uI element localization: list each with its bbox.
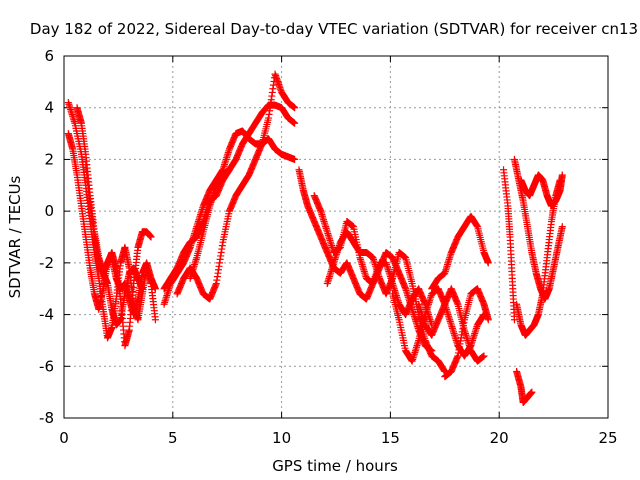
series-track-14 (428, 212, 492, 293)
data-point (480, 352, 488, 360)
data-point (291, 119, 299, 127)
grid (64, 56, 608, 418)
x-axis-label: GPS time / hours (272, 457, 398, 475)
y-tick-label: 6 (44, 47, 54, 65)
series-track-4 (82, 161, 146, 329)
y-tick-label: -2 (39, 254, 54, 272)
x-tick-label: 25 (598, 429, 617, 447)
y-tick-label: 2 (44, 150, 54, 168)
y-tick-label: -4 (39, 306, 54, 324)
x-tick-label: 15 (381, 429, 400, 447)
series-track-9 (295, 166, 436, 329)
data-point (225, 166, 233, 174)
y-tick-label: -8 (39, 409, 54, 427)
series-track-20 (513, 367, 536, 406)
series-track-6 (160, 101, 299, 293)
series-track-8 (186, 166, 233, 282)
series-track-11 (323, 228, 449, 375)
data-point (484, 259, 492, 267)
data-point (528, 388, 536, 396)
data-point (138, 285, 146, 293)
y-tick-label: 0 (44, 202, 54, 220)
data-point (558, 171, 566, 179)
y-tick-label: 4 (44, 99, 54, 117)
data-point (147, 233, 155, 241)
series-track-16 (500, 166, 518, 324)
series-track-2 (64, 130, 155, 350)
y-tick-label: -6 (39, 357, 54, 375)
x-tick-label: 5 (168, 429, 178, 447)
data-point (484, 316, 492, 324)
data-point (291, 104, 299, 112)
series-track-3 (73, 104, 159, 319)
x-tick-label: 0 (59, 429, 69, 447)
series-track-19 (517, 171, 566, 210)
series-track-15 (441, 285, 492, 381)
data-point (291, 155, 299, 163)
x-tick-label: 20 (490, 429, 509, 447)
y-axis-label: SDTVAR / TECUs (6, 175, 24, 298)
series-track-13 (415, 285, 488, 365)
x-tick-label: 10 (272, 429, 291, 447)
chart-title: Day 182 of 2022, Sidereal Day-to-day VTE… (30, 20, 638, 38)
data-point (151, 285, 159, 293)
data-point (558, 223, 566, 231)
axis-ticks: 0 5 10 15 20 25 -8 -6 -4 -2 0 2 4 6 (39, 47, 618, 447)
data-point (151, 316, 159, 324)
data-points (64, 70, 566, 406)
plot-frame (63, 55, 609, 419)
